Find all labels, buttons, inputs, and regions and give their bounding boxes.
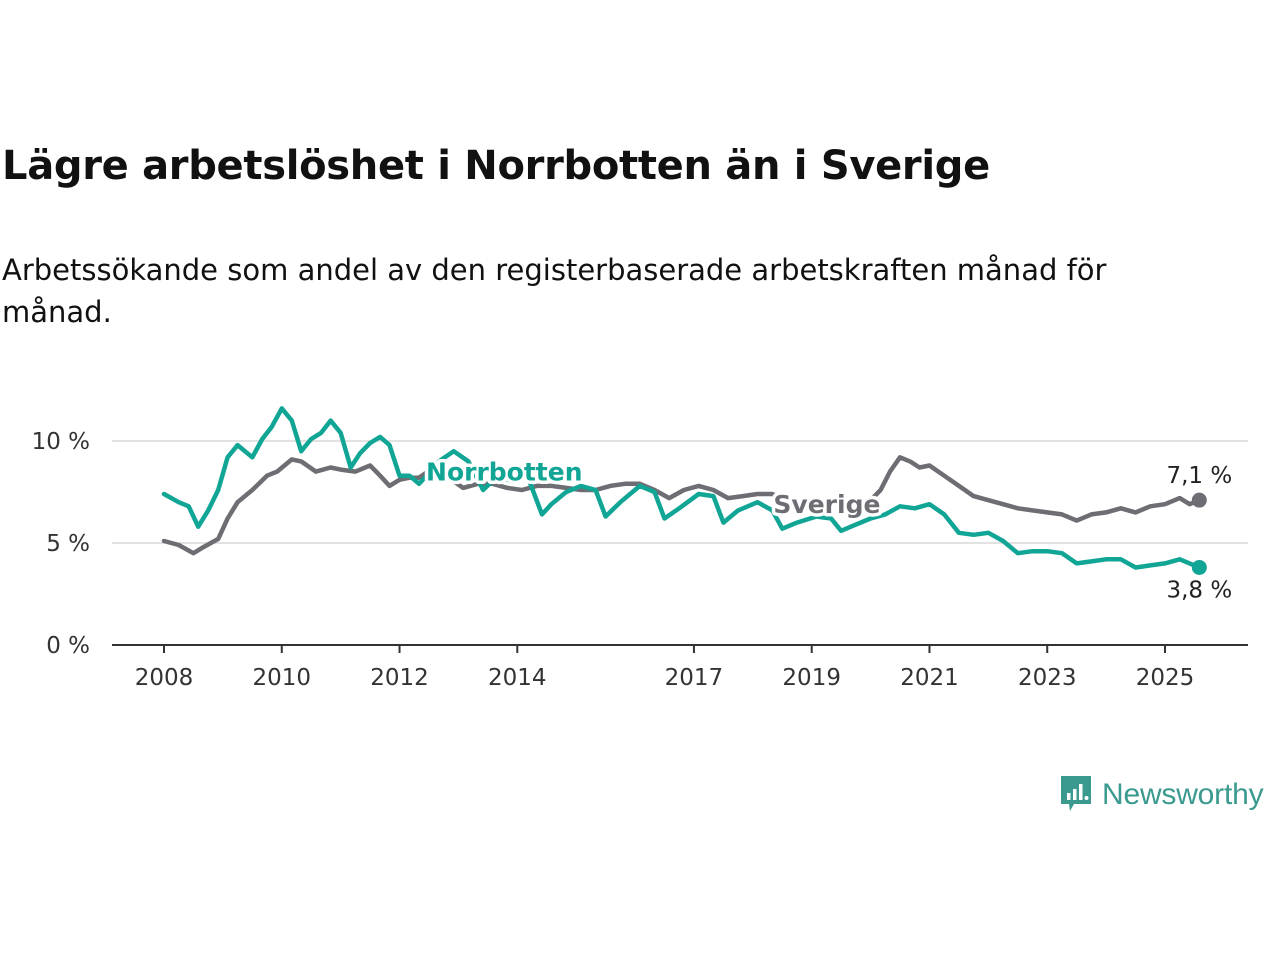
end-value-label-sverige: 7,1 % [1166, 463, 1232, 489]
end-value-label-norrbotten: 3,8 % [1166, 577, 1232, 603]
brand-name: Newsworthy [1102, 778, 1264, 811]
y-tick-label: 0 % [46, 633, 90, 659]
end-point-sverige [1191, 492, 1207, 508]
x-tick-label: 2012 [370, 665, 429, 691]
series-line-norrbotten [161, 406, 1202, 570]
end-point-norrbotten [1191, 559, 1207, 575]
x-tick-label: 2021 [900, 665, 959, 691]
x-tick-label: 2014 [488, 665, 547, 691]
x-tick-label: 2023 [1018, 665, 1077, 691]
chart-title: Lägre arbetslöshet i Norrbotten än i Sve… [2, 143, 990, 189]
x-tick-label: 2017 [665, 665, 724, 691]
x-tick-label: 2019 [782, 665, 841, 691]
series-labels: Sverige Norrbotten 7,1 % 3,8 % [423, 454, 1236, 606]
series-label-sverige: Sverige [773, 490, 880, 519]
x-tick-label: 2010 [252, 665, 311, 691]
x-tick-label: 2008 [135, 665, 194, 691]
series-line-sverige [161, 455, 1202, 556]
y-tick-label: 10 % [32, 429, 90, 455]
axes: 0 % 5 % 10 % 2008 2010 2012 2014 2017 2019 2021 20… [32, 429, 1248, 691]
newsworthy-logo-icon [1061, 776, 1091, 811]
chart-subtitle: Arbetssökande som andel av den registerb… [2, 253, 1107, 329]
series-lines [161, 406, 1207, 575]
series-label-norrbotten: Norrbotten [426, 458, 582, 487]
newsworthy-brand: Newsworthy [1058, 773, 1264, 817]
x-tick-label: 2025 [1136, 665, 1195, 691]
gridlines [112, 440, 1248, 544]
y-tick-label: 5 % [46, 531, 90, 557]
